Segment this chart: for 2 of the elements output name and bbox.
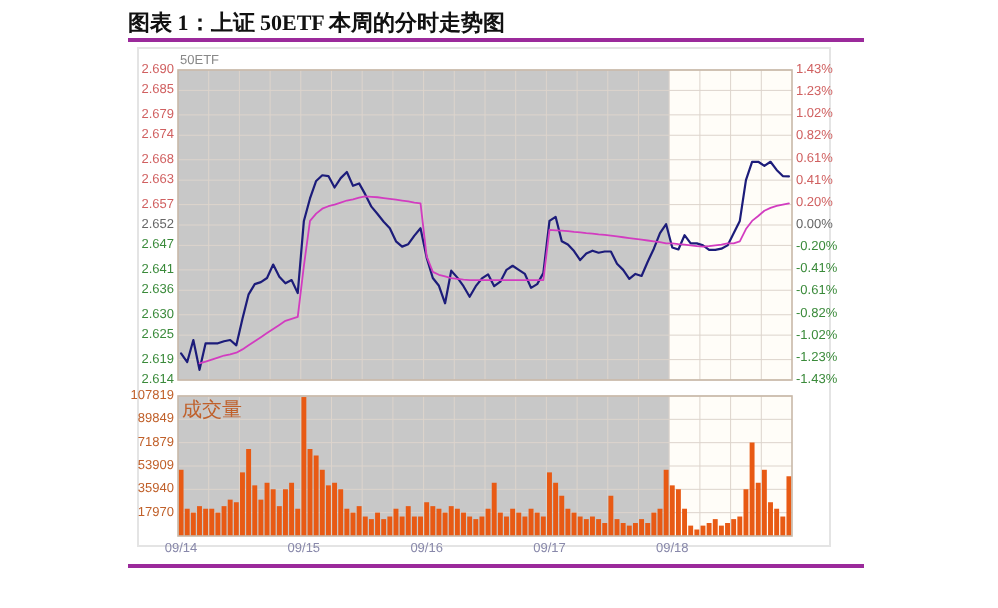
annotation: 成交量	[182, 398, 242, 422]
chart-title: 图表 1：上证 50ETF 本周的分时走势图	[128, 10, 506, 36]
